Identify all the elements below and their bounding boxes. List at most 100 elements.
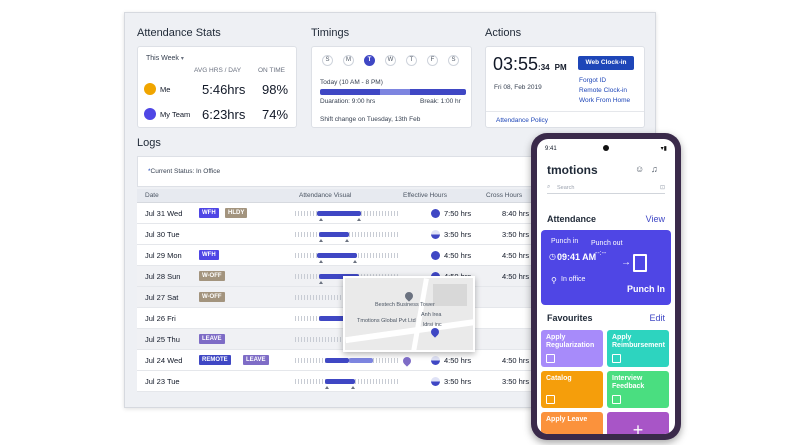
calendar-icon bbox=[546, 354, 555, 363]
table-row[interactable]: Jul 29 Mon WFH 4:50 hrs 4:50 hrs bbox=[137, 245, 645, 266]
day-thu[interactable]: T bbox=[406, 55, 417, 66]
current-status: *Current Status: In Office bbox=[148, 168, 221, 175]
table-row[interactable]: Jul 31 Wed WFH HLDY 7:50 hrs 8:40 hrs bbox=[137, 203, 645, 224]
day-sat[interactable]: S bbox=[448, 55, 459, 66]
location-icon: ⚲ bbox=[551, 276, 557, 285]
attendance-bar bbox=[325, 358, 349, 363]
duration-text: Duaration: 9:00 hrs bbox=[320, 98, 376, 105]
table-row[interactable]: Jul 24 Wed REMOTE LEAVE 4:50 hrs 4:50 hr… bbox=[137, 350, 645, 371]
effective-hours-icon bbox=[431, 251, 440, 260]
row-date: Jul 25 Thu bbox=[145, 335, 180, 344]
clock-in-marker bbox=[319, 281, 323, 284]
cross-hours: 4:50 hrs bbox=[502, 272, 530, 281]
door-icon bbox=[633, 254, 647, 272]
bell-icon[interactable]: ♫ bbox=[651, 164, 658, 174]
search-placeholder: Search bbox=[557, 185, 575, 191]
row-date: Jul 30 Tue bbox=[145, 230, 180, 239]
break-text: Break: 1:00 hr bbox=[420, 98, 461, 105]
map-building-block bbox=[433, 284, 467, 306]
brand-logo: tmotions bbox=[547, 163, 598, 177]
actions-title: Actions bbox=[485, 27, 522, 39]
apply-reimbursement-tile[interactable]: Apply Reimbursement bbox=[607, 330, 669, 367]
tile-label: Apply Regularization bbox=[546, 334, 595, 349]
punch-out-time: --:-- bbox=[595, 250, 607, 257]
map-label-area: Anh lrea bbox=[421, 312, 442, 318]
mobile-device: 9:41 ▾▮ tmotions ☺ ♫ ⌕ Search ⊡ Attendan… bbox=[531, 133, 681, 440]
plus-icon: + bbox=[632, 420, 644, 434]
effective-hours-icon bbox=[431, 356, 440, 365]
web-clock-in-button[interactable]: Web Clock-in bbox=[578, 56, 634, 70]
feedback-icon bbox=[612, 395, 621, 404]
edit-link[interactable]: Edit bbox=[649, 313, 665, 323]
timings-title: Timings bbox=[311, 27, 350, 39]
map-label-inc: ldrsi inc bbox=[423, 322, 442, 328]
tile-label: Catalog bbox=[546, 375, 572, 382]
catalog-tile[interactable]: Catalog bbox=[541, 371, 603, 408]
remote-clock-in-link[interactable]: Remote Clock-in bbox=[579, 87, 628, 94]
day-mon[interactable]: M bbox=[343, 55, 354, 66]
attendance-policy-link[interactable]: Attendance Policy bbox=[496, 117, 549, 124]
row-date: Jul 31 Wed bbox=[145, 209, 183, 218]
me-avg-hours: 5:46hrs bbox=[202, 82, 246, 97]
interview-feedback-tile[interactable]: Interview Feedback bbox=[607, 371, 669, 408]
break-segment bbox=[380, 89, 410, 95]
col-cross-hours: Cross Hours bbox=[486, 192, 523, 199]
punch-in-button[interactable]: Punch In bbox=[627, 284, 665, 294]
clock-icon: ◷ bbox=[549, 252, 556, 261]
day-fri[interactable]: F bbox=[427, 55, 438, 66]
punch-card[interactable]: Punch in Punch out --:-- ◷ 09:41 AM ⚲ In… bbox=[541, 230, 671, 305]
team-avg-hours: 6:23hrs bbox=[202, 107, 246, 122]
clock-out-marker bbox=[357, 218, 361, 221]
search-icon: ⌕ bbox=[547, 184, 551, 190]
cross-hours: 3:50 hrs bbox=[502, 377, 530, 386]
logs-table-header: Date Attendance Visual Effective Hours C… bbox=[137, 189, 645, 203]
period-select[interactable]: This Week ▾ bbox=[146, 55, 184, 62]
effective-hours-icon bbox=[431, 377, 440, 386]
attendance-heading: Attendance bbox=[547, 214, 597, 224]
avg-hours-header: AVG HRS / DAY bbox=[194, 67, 242, 74]
clock-in-marker bbox=[319, 218, 323, 221]
attendance-bar bbox=[319, 316, 349, 321]
day-tue[interactable]: T bbox=[364, 55, 375, 66]
team-label: My Team bbox=[160, 110, 191, 119]
attendance-bar bbox=[317, 253, 357, 258]
team-on-time: 74% bbox=[262, 107, 289, 122]
col-attendance-visual: Attendance Visual bbox=[299, 192, 352, 199]
forgot-id-link[interactable]: Forgot ID bbox=[579, 77, 607, 84]
on-time-header: ON TIME bbox=[258, 67, 285, 74]
apply-regularization-tile[interactable]: Apply Regularization bbox=[541, 330, 603, 367]
tile-label: Apply Leave bbox=[546, 416, 588, 423]
location-map-popup[interactable]: Bestech Business Tower Anh lrea Tmotions… bbox=[343, 276, 475, 352]
table-row[interactable]: Jul 23 Tue 3:50 hrs 3:50 hrs bbox=[137, 371, 645, 392]
clock-out-marker bbox=[351, 386, 355, 389]
row-date: Jul 27 Sat bbox=[145, 293, 179, 302]
map-label-company: Tmotions Global Pvt Ltd bbox=[357, 318, 416, 324]
work-from-home-link[interactable]: Work From Home bbox=[579, 97, 631, 104]
table-row[interactable]: Jul 30 Tue 3:50 hrs 3:50 hrs bbox=[137, 224, 645, 245]
apply-leave-tile[interactable]: Apply Leave bbox=[541, 412, 603, 434]
scan-icon[interactable]: ⊡ bbox=[659, 185, 665, 191]
attendance-bar bbox=[319, 274, 359, 279]
effective-hours: 4:50 hrs bbox=[444, 251, 472, 260]
clock-in-marker bbox=[319, 239, 323, 242]
add-favourite-tile[interactable]: + bbox=[607, 412, 669, 434]
team-color-dot bbox=[144, 108, 156, 120]
effective-hours-icon bbox=[431, 230, 440, 239]
search-input[interactable]: ⌕ Search ⊡ bbox=[547, 183, 665, 194]
user-icon[interactable]: ☺ bbox=[635, 164, 645, 174]
attendance-bar bbox=[325, 379, 355, 384]
punch-in-time: 09:41 AM bbox=[557, 252, 597, 262]
day-sun[interactable]: S bbox=[322, 55, 333, 66]
map-pin-icon bbox=[403, 290, 415, 302]
row-date: Jul 23 Tue bbox=[145, 377, 180, 386]
attendance-stats-card: This Week ▾ AVG HRS / DAY ON TIME Me 5:4… bbox=[137, 46, 297, 128]
week-off-badge: W-OFF bbox=[199, 271, 225, 281]
status-bar-time: 9:41 bbox=[545, 146, 557, 152]
arrow-icon: → bbox=[621, 257, 631, 268]
clock-in-marker bbox=[325, 386, 329, 389]
map-label-tower: Bestech Business Tower bbox=[375, 302, 435, 308]
day-wed[interactable]: W bbox=[385, 55, 396, 66]
chevron-down-icon: ▾ bbox=[180, 56, 184, 62]
effective-hours: 3:50 hrs bbox=[444, 377, 472, 386]
view-link[interactable]: View bbox=[645, 214, 665, 224]
